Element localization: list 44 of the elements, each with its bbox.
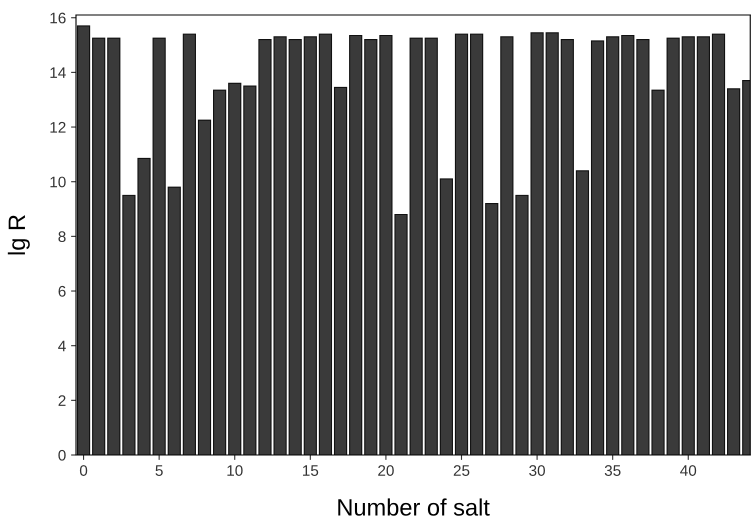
y-tick-label: 12 bbox=[50, 122, 66, 133]
x-tick-label: 25 bbox=[454, 465, 470, 476]
bar bbox=[515, 194, 529, 455]
y-tick-label: 2 bbox=[58, 395, 66, 406]
y-tick-label: 14 bbox=[50, 67, 66, 78]
x-axis-title: Number of salt bbox=[338, 498, 490, 516]
y-tick-label: 8 bbox=[58, 231, 66, 242]
x-tick-label: 10 bbox=[227, 465, 243, 476]
bar bbox=[213, 90, 226, 455]
bar bbox=[273, 36, 287, 455]
bar bbox=[485, 203, 498, 455]
bar bbox=[243, 86, 256, 455]
bar bbox=[696, 36, 710, 455]
x-tick-label: 40 bbox=[680, 465, 696, 476]
bar bbox=[636, 39, 650, 455]
y-tick-label: 10 bbox=[50, 176, 66, 188]
y-tick-label: 16 bbox=[50, 12, 66, 24]
y-axis-title: lg R bbox=[8, 215, 30, 254]
bar bbox=[394, 214, 408, 455]
bar bbox=[576, 170, 590, 455]
bar bbox=[470, 34, 484, 455]
bar bbox=[590, 40, 604, 455]
bar bbox=[258, 39, 272, 455]
x-tick-label: 30 bbox=[529, 465, 545, 476]
bar bbox=[182, 34, 196, 455]
bar bbox=[198, 120, 212, 455]
bar bbox=[318, 34, 332, 455]
x-tick-label: 5 bbox=[156, 465, 163, 476]
bar bbox=[500, 36, 514, 455]
x-tick-label: 15 bbox=[302, 465, 318, 476]
y-tick-label: 6 bbox=[58, 286, 66, 297]
x-tick-label: 20 bbox=[378, 465, 394, 476]
bar bbox=[122, 194, 136, 455]
bar bbox=[440, 178, 453, 455]
x-tick-label: 35 bbox=[604, 465, 621, 476]
bar bbox=[651, 90, 665, 455]
y-tick-label: 4 bbox=[58, 340, 66, 352]
y-tick-label: 0 bbox=[58, 450, 66, 461]
x-tick-label: 0 bbox=[80, 465, 88, 476]
bar bbox=[137, 158, 151, 455]
bar bbox=[168, 186, 181, 455]
bar bbox=[334, 86, 348, 455]
bar bbox=[727, 88, 740, 455]
bar bbox=[712, 34, 726, 455]
